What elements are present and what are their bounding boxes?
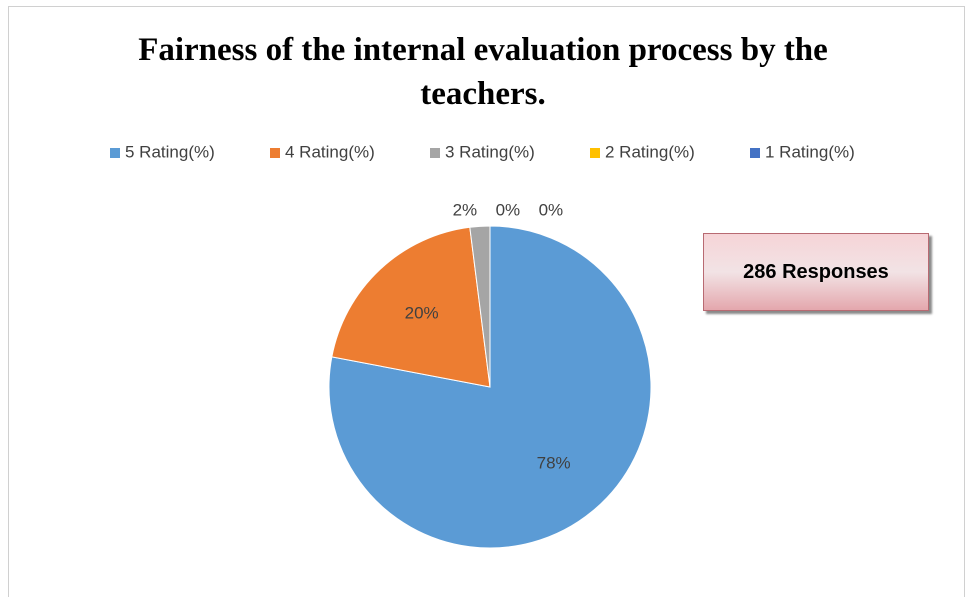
legend-label: 5 Rating(%) [125, 142, 215, 161]
annotation-box: 286 Responses [703, 233, 929, 311]
legend-swatch [430, 148, 440, 158]
annotation: 286 Responses [743, 260, 889, 283]
chart-title: Fairness of the internal evaluation proc… [138, 32, 828, 112]
legend-label: 2 Rating(%) [605, 142, 695, 161]
legend-label: 4 Rating(%) [285, 142, 375, 161]
pie-slice [469, 225, 491, 388]
pie-slice [331, 226, 491, 388]
data-label: 20% [405, 304, 439, 323]
data-label: 2% [453, 200, 478, 219]
legend-swatch [750, 148, 760, 158]
legend-swatch [110, 148, 120, 158]
legend-swatch [270, 148, 280, 158]
data-label: 78% [537, 453, 571, 472]
legend-label: 1 Rating(%) [765, 142, 855, 161]
chart-frame [8, 6, 965, 597]
data-label: 0% [539, 200, 564, 219]
legend-label: 3 Rating(%) [445, 142, 535, 161]
data-label: 0% [496, 200, 521, 219]
legend-swatch [590, 148, 600, 158]
